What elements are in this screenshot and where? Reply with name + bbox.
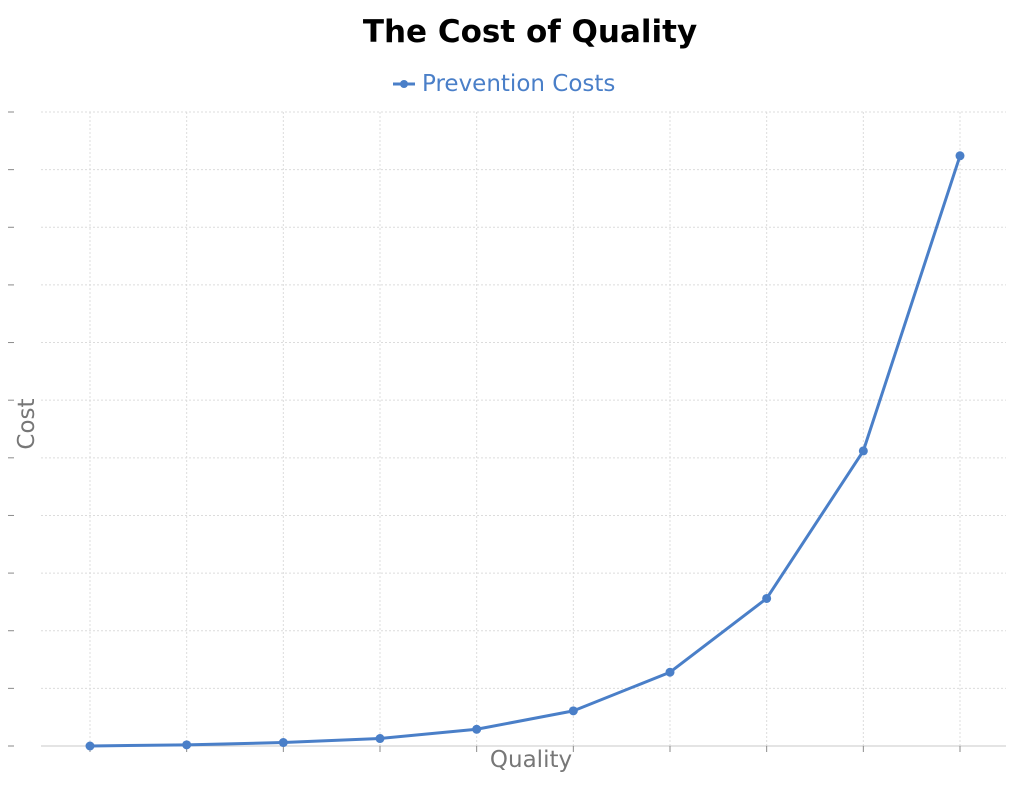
x-axis-label: Quality xyxy=(490,747,572,773)
data-point xyxy=(858,446,868,456)
data-point xyxy=(375,734,385,744)
data-point xyxy=(568,706,578,716)
data-point xyxy=(85,741,95,751)
chart-title: The Cost of Quality xyxy=(363,14,697,50)
data-point xyxy=(665,667,675,677)
data-point xyxy=(762,593,772,603)
data-point xyxy=(278,738,288,748)
data-point xyxy=(955,151,965,161)
grid-lines xyxy=(41,111,1006,746)
legend[interactable]: Prevention Costs xyxy=(393,71,615,97)
data-point xyxy=(472,724,482,734)
legend-dot-marker xyxy=(400,80,408,88)
data-point xyxy=(182,740,192,750)
tick-marks xyxy=(8,111,961,752)
y-axis-label: Cost xyxy=(14,398,40,449)
series-line-prevention-costs xyxy=(88,154,962,748)
series-prevention-costs xyxy=(85,151,965,751)
legend-label-prevention-costs: Prevention Costs xyxy=(422,71,615,97)
